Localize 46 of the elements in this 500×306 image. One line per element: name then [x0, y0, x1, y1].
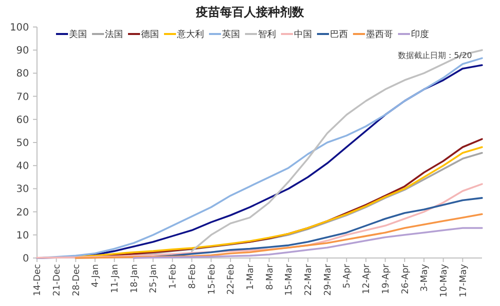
x-tick-label: 25-Jan	[149, 264, 160, 294]
x-tick-label: 22-Mar	[304, 264, 314, 296]
x-tick-label: 19-Apr	[381, 264, 392, 294]
legend-label: 巴西	[330, 30, 348, 40]
x-tick-label: 5-Apr	[342, 264, 353, 288]
x-tick-label: 17-May	[458, 263, 469, 298]
y-tick-label: 10	[16, 230, 29, 242]
y-tick-label: 0	[22, 254, 29, 264]
x-tick-label: 10-May	[439, 263, 450, 298]
x-tick-label: 18-Jan	[130, 264, 140, 294]
x-tick-label: 4-Jan	[91, 264, 102, 288]
x-tick-label: 12-Apr	[362, 264, 372, 294]
legend-label: 中国	[294, 29, 312, 40]
x-tick-label: 8-Mar	[265, 264, 276, 290]
x-tick-label: 21-Dec	[52, 264, 62, 296]
y-tick-label: 40	[16, 161, 29, 172]
y-tick-label: 30	[16, 184, 29, 196]
legend-label: 德国	[141, 29, 159, 40]
y-tick-label: 90	[16, 46, 29, 57]
x-tick-label: 28-Dec	[72, 264, 82, 296]
legend-label: 智利	[258, 29, 276, 40]
x-tick-label: 22-Feb	[226, 264, 237, 295]
y-tick-label: 50	[16, 138, 29, 149]
x-tick-label: 1-Feb	[168, 264, 179, 289]
y-tick-label: 80	[16, 68, 29, 80]
x-tick-label: 15-Feb	[207, 264, 218, 295]
annotation: 数据截止日期：5/20	[398, 51, 472, 60]
x-tick-label: 8-Feb	[188, 264, 198, 289]
y-tick-label: 100	[10, 22, 29, 34]
legend-label: 法国	[105, 29, 123, 40]
y-tick-label: 60	[16, 114, 29, 126]
legend-label: 墨西哥	[366, 29, 393, 40]
x-tick-label: 11-Jan	[110, 264, 121, 294]
x-tick-label: 14-Dec	[33, 264, 44, 296]
x-tick-label: 3-May	[420, 263, 430, 292]
legend-label: 美国	[69, 29, 87, 40]
x-tick-label: 1-Mar	[246, 264, 256, 290]
legend-label: 英国	[222, 29, 240, 40]
legend-label: 印度	[411, 29, 429, 40]
x-tick-label: 15-Mar	[284, 264, 295, 296]
x-tick-label: 26-Apr	[400, 264, 411, 294]
y-tick-label: 20	[16, 207, 29, 218]
y-tick-label: 70	[16, 92, 29, 103]
legend-label: 意大利	[176, 29, 204, 40]
chart-title: 疫苗每百人接种剂数	[195, 5, 305, 19]
x-tick-label: 29-Mar	[323, 264, 334, 296]
